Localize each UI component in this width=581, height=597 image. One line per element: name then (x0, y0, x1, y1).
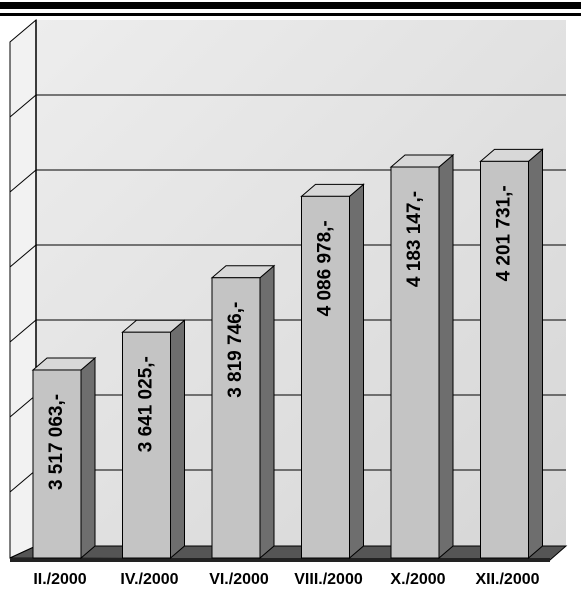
x-tick-label: IV./2000 (120, 571, 178, 588)
bar-front (122, 331, 171, 559)
bar (31, 356, 97, 560)
bar-front (301, 195, 350, 559)
data-label: 3 517 063,- (46, 394, 67, 490)
bar-front (480, 160, 529, 559)
data-label: 4 201 731,- (494, 185, 515, 281)
bar-side (528, 148, 543, 560)
bar-side (80, 356, 96, 560)
x-tick-label: X./2000 (390, 571, 445, 588)
bar-front (211, 277, 261, 559)
data-label: 3 641 025,- (136, 356, 157, 452)
top-rule-thin (0, 13, 581, 16)
grid-line-side (9, 394, 37, 418)
data-label: 3 819 746,- (225, 302, 246, 398)
bar-side (170, 319, 185, 560)
grid-line-side (9, 169, 37, 193)
data-label: 4 183 147,- (404, 191, 425, 287)
top-rule-thick (0, 2, 581, 9)
bar-side (259, 264, 275, 560)
grid-line-side (9, 469, 37, 493)
chart-floor-edge (10, 558, 550, 562)
bar (210, 264, 276, 560)
data-label: 4 086 978,- (315, 220, 336, 316)
bar (300, 183, 365, 560)
x-tick-label: VI./2000 (209, 571, 269, 588)
x-tick-label: II./2000 (33, 571, 86, 588)
bar-front (390, 166, 440, 559)
bar-side (438, 153, 454, 560)
grid-line-side (9, 94, 37, 118)
grid-line-side (9, 244, 37, 268)
bar-front (32, 369, 82, 559)
plot-left-wall (9, 18, 37, 559)
bar (121, 319, 186, 560)
bar (389, 153, 455, 560)
bar (479, 148, 544, 560)
x-tick-label: VIII./2000 (294, 571, 363, 588)
grid-line-side (9, 319, 37, 343)
x-tick-label: XII./2000 (475, 571, 539, 588)
bar-side (349, 183, 364, 560)
